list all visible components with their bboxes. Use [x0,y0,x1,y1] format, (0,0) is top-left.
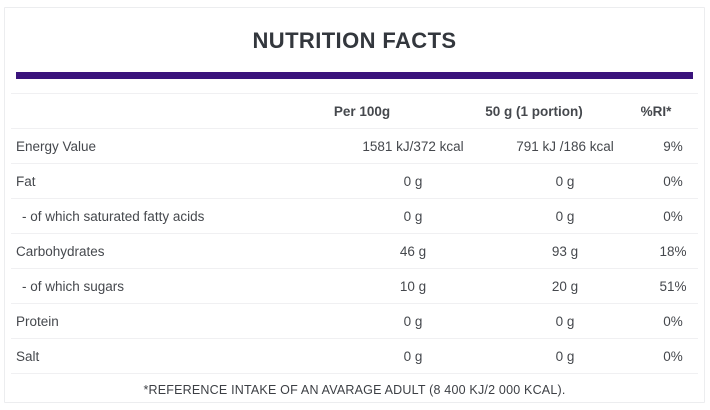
reference-intake-footnote: *REFERENCE INTAKE OF AN AVARAGE ADULT (8… [143,383,566,397]
table-row: Carbohydrates 46 g 93 g 18% [11,234,698,269]
cell-ri: 9% [663,138,683,154]
row-label: - of which saturated fatty acids [22,208,205,224]
row-label: Protein [16,313,59,329]
column-header-ri: %RI* [641,104,698,119]
page-title: NUTRITION FACTS [252,28,457,53]
cell-per100: 0 g [403,313,423,329]
cell-per100: 0 g [403,348,423,364]
row-label: Fat [16,173,36,189]
nutrition-table: Per 100g 50 g (1 portion) %RI* Energy Va… [11,93,698,374]
row-label: Salt [16,348,40,364]
row-label: Energy Value [16,138,97,154]
cell-per100: 0 g [403,173,423,189]
cell-per100: 1581 kJ/372 kcal [362,138,464,154]
table-row: Protein 0 g 0 g 0% [11,304,698,339]
cell-portion: 0 g [555,313,575,329]
accent-divider-bar [16,72,693,79]
table-row: Salt 0 g 0 g 0% [11,339,698,374]
cell-portion: 791 kJ /186 kcal [516,138,614,154]
cell-ri: 18% [659,243,687,259]
table-row: Fat 0 g 0 g 0% [11,164,698,199]
column-header-portion-text: 50 g (1 portion) [485,103,583,119]
column-header-per100-text: Per 100g [333,103,391,119]
cell-ri: 0% [663,173,683,189]
table-header-row: Per 100g 50 g (1 portion) %RI* [11,93,698,129]
nutrition-table-body: Energy Value 1581 kJ/372 kcal 791 kJ /18… [11,129,698,374]
cell-ri: 0% [663,313,683,329]
table-row: - of which sugars 10 g 20 g 51% [11,269,698,304]
table-row: - of which saturated fatty acids 0 g 0 g… [11,199,698,234]
cell-per100: 0 g [403,208,423,224]
row-label: Carbohydrates [16,243,105,259]
cell-ri: 51% [659,278,687,294]
column-header-per100: Per 100g [334,104,482,119]
cell-portion: 0 g [555,173,575,189]
column-header-ri-text: %RI* [640,103,672,119]
nutrition-facts-panel: NUTRITION FACTS Per 100g 50 g (1 portion… [4,7,705,403]
column-header-portion: 50 g (1 portion) [482,104,648,119]
row-label: - of which sugars [22,278,125,294]
cell-ri: 0% [663,348,683,364]
table-row: Energy Value 1581 kJ/372 kcal 791 kJ /18… [11,129,698,164]
cell-portion: 0 g [555,348,575,364]
cell-portion: 0 g [555,208,575,224]
cell-ri: 0% [663,208,683,224]
cell-per100: 10 g [399,278,427,294]
cell-portion: 93 g [551,243,579,259]
cell-portion: 20 g [551,278,579,294]
cell-per100: 46 g [399,243,427,259]
